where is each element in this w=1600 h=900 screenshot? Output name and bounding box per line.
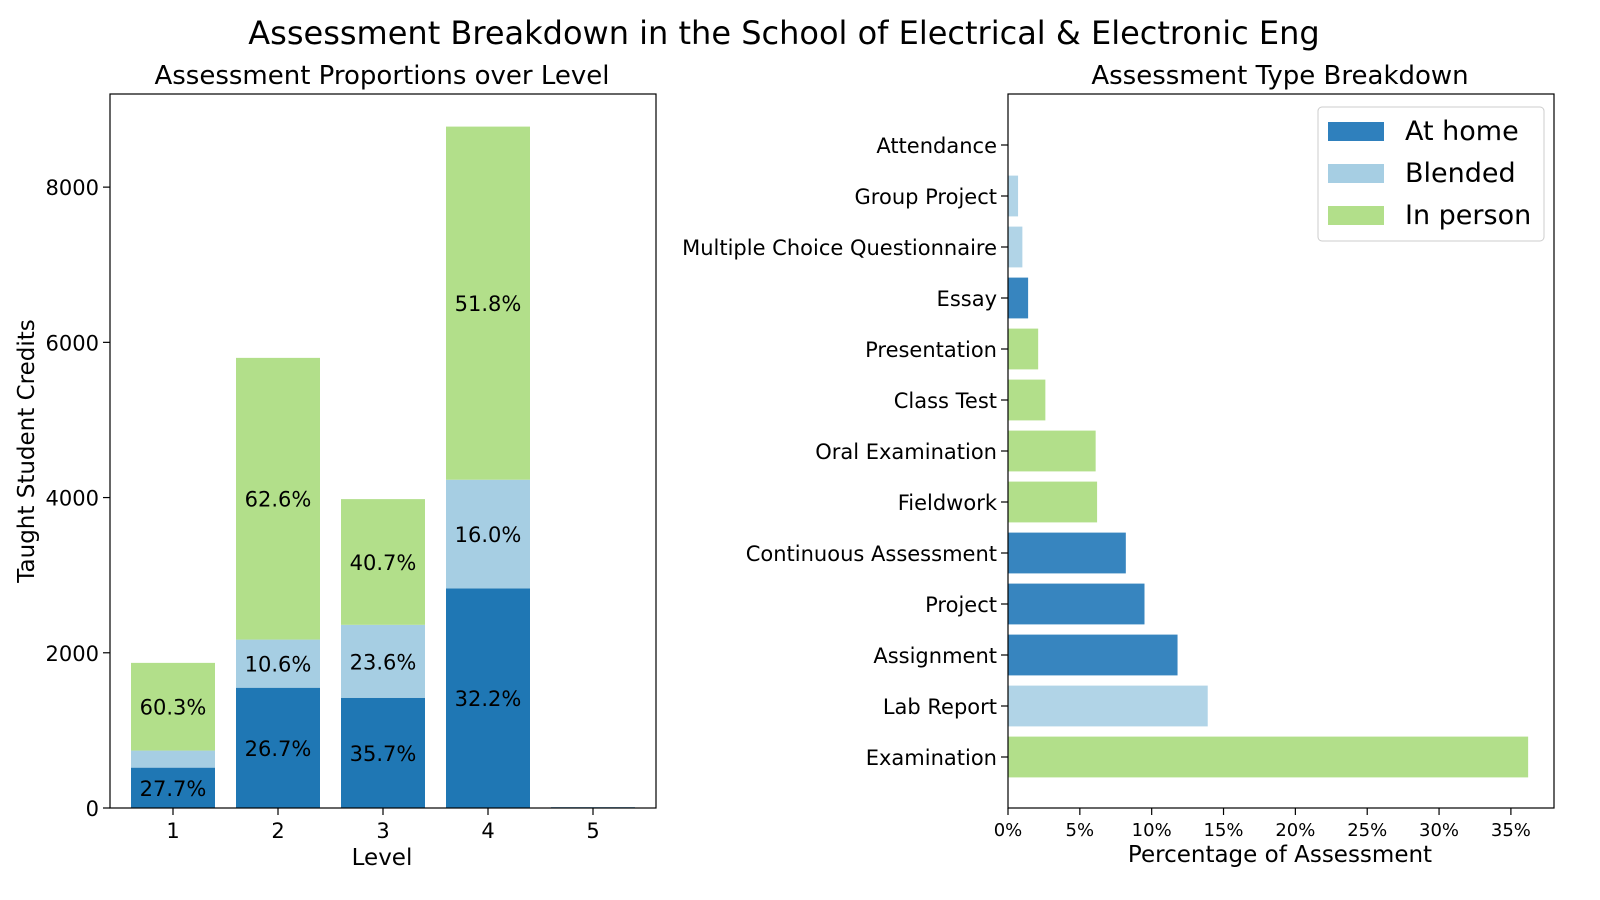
bar-presentation xyxy=(1008,328,1039,370)
right-y-axis: Examination Lab Report Assignment Project Co… xyxy=(682,134,1008,770)
left-x-tick-label: 3 xyxy=(376,819,389,843)
legend-label-at-home: At home xyxy=(1405,116,1519,147)
bar-level-1-in-person xyxy=(131,662,215,751)
bar-label-level-2-in-person: 62.6% xyxy=(245,488,312,512)
right-y-tick-label-examination: Examination xyxy=(866,746,997,770)
bar-level-4-blended xyxy=(446,479,530,589)
left-y-axis: 0 2000 4000 6000 8000 xyxy=(46,176,110,821)
bar-label-level-3-at-home: 35.7% xyxy=(350,742,417,766)
bar-oral-examination xyxy=(1008,430,1096,472)
bar-label-level-3-blended: 23.6% xyxy=(350,650,417,674)
right-x-axis-label: Percentage of Assessment xyxy=(1128,842,1432,868)
right-x-tick-label: 5% xyxy=(1066,820,1095,841)
right-y-tick-label-attendance: Attendance xyxy=(876,134,997,158)
right-x-tick-label: 10% xyxy=(1132,820,1172,841)
legend: At home Blended In person xyxy=(1317,106,1545,242)
bar-group-project xyxy=(1008,175,1019,217)
right-y-tick-label-class-test: Class Test xyxy=(894,389,997,413)
bar-level-1-at-home xyxy=(131,767,215,808)
bar-label-level-2-blended: 10.6% xyxy=(245,653,312,677)
right-x-tick-label: 0% xyxy=(994,820,1023,841)
right-y-tick-label-fieldwork: Fieldwork xyxy=(898,491,998,515)
horizontal-bar-chart: Assessment Type Breakdown Examination Lab… xyxy=(682,61,1555,868)
bar-multiple-choice-questionnaire xyxy=(1008,226,1023,268)
right-y-tick-label-assignment: Assignment xyxy=(873,644,997,668)
bar-examination xyxy=(1008,736,1529,778)
bar-level-2-blended xyxy=(236,639,320,688)
legend-swatch-in-person xyxy=(1328,206,1384,225)
bar-assignment xyxy=(1008,634,1178,676)
bar-label-level-4-blended: 16.0% xyxy=(455,523,522,547)
left-y-axis-label: Taught Student Credits xyxy=(14,319,40,583)
left-y-tick-label: 2000 xyxy=(46,642,99,666)
legend-label-blended: Blended xyxy=(1405,158,1516,189)
bar-level-2-in-person xyxy=(236,357,320,640)
legend-swatch-at-home xyxy=(1328,122,1384,141)
right-bars xyxy=(1008,175,1529,778)
right-y-tick-label-continuous-assessment: Continuous Assessment xyxy=(746,542,997,566)
right-x-tick-label: 25% xyxy=(1347,820,1387,841)
bar-level-3-in-person xyxy=(341,499,425,625)
left-x-tick-label: 2 xyxy=(271,819,284,843)
left-y-tick-label: 6000 xyxy=(46,331,99,355)
bar-level-1-blended xyxy=(131,750,215,768)
legend-label-in-person: In person xyxy=(1405,200,1531,231)
bar-project xyxy=(1008,583,1145,625)
bar-level-4-at-home xyxy=(446,588,530,808)
right-y-tick-label-multiple-choice-questionnaire: Multiple Choice Questionnaire xyxy=(682,236,997,260)
right-x-tick-label: 20% xyxy=(1275,820,1315,841)
bar-label-level-2-at-home: 26.7% xyxy=(245,737,312,761)
left-x-tick-label: 4 xyxy=(481,819,494,843)
left-bars xyxy=(131,126,635,809)
left-y-tick-label: 0 xyxy=(86,797,99,821)
bar-level-2-at-home xyxy=(236,687,320,808)
left-x-tick-label: 1 xyxy=(166,819,179,843)
bar-lab-report xyxy=(1008,685,1208,727)
bar-level-3-at-home xyxy=(341,697,425,808)
bar-continuous-assessment xyxy=(1008,532,1126,574)
right-x-axis: 0% 5% 10% 15% 20% 25% 30% 35% xyxy=(994,808,1531,841)
bar-class-test xyxy=(1008,379,1046,421)
right-y-tick-label-lab-report: Lab Report xyxy=(883,695,997,719)
right-y-tick-label-group-project: Group Project xyxy=(855,185,997,209)
left-x-axis-label: Level xyxy=(352,845,413,871)
left-x-tick-label: 5 xyxy=(586,819,599,843)
right-y-tick-label-presentation: Presentation xyxy=(865,338,997,362)
bar-label-level-4-at-home: 32.2% xyxy=(455,687,522,711)
right-y-tick-label-oral-examination: Oral Examination xyxy=(815,440,997,464)
right-chart-title: Assessment Type Breakdown xyxy=(1091,61,1468,91)
bar-label-level-1-in-person: 60.3% xyxy=(140,696,207,720)
stacked-bar-chart: Assessment Proportions over Level 27.7% 6… xyxy=(14,61,657,871)
right-y-tick-label-project: Project xyxy=(925,593,997,617)
right-x-tick-label: 15% xyxy=(1204,820,1244,841)
legend-swatch-blended xyxy=(1328,164,1384,183)
left-y-tick-label: 8000 xyxy=(46,176,99,200)
bar-essay xyxy=(1008,277,1029,319)
left-y-tick-label: 4000 xyxy=(46,487,99,511)
right-y-tick-label-essay: Essay xyxy=(937,287,997,311)
left-x-axis: 1 2 3 4 5 xyxy=(166,808,600,843)
left-chart-title: Assessment Proportions over Level xyxy=(154,61,609,91)
bar-level-4-in-person xyxy=(446,126,530,480)
bar-label-level-4-in-person: 51.8% xyxy=(455,292,522,316)
bar-label-level-1-at-home: 27.7% xyxy=(140,777,207,801)
left-bar-labels: 27.7% 60.3% 26.7% 10.6% 62.6% 35.7% 23.6% 40.7%… xyxy=(140,292,522,801)
figure-title: Assessment Breakdown in the School of El… xyxy=(248,14,1319,52)
right-x-tick-label: 30% xyxy=(1419,820,1459,841)
bar-fieldwork xyxy=(1008,481,1098,523)
right-x-tick-label: 35% xyxy=(1491,820,1531,841)
bar-label-level-3-in-person: 40.7% xyxy=(350,551,417,575)
bar-level-3-blended xyxy=(341,624,425,698)
